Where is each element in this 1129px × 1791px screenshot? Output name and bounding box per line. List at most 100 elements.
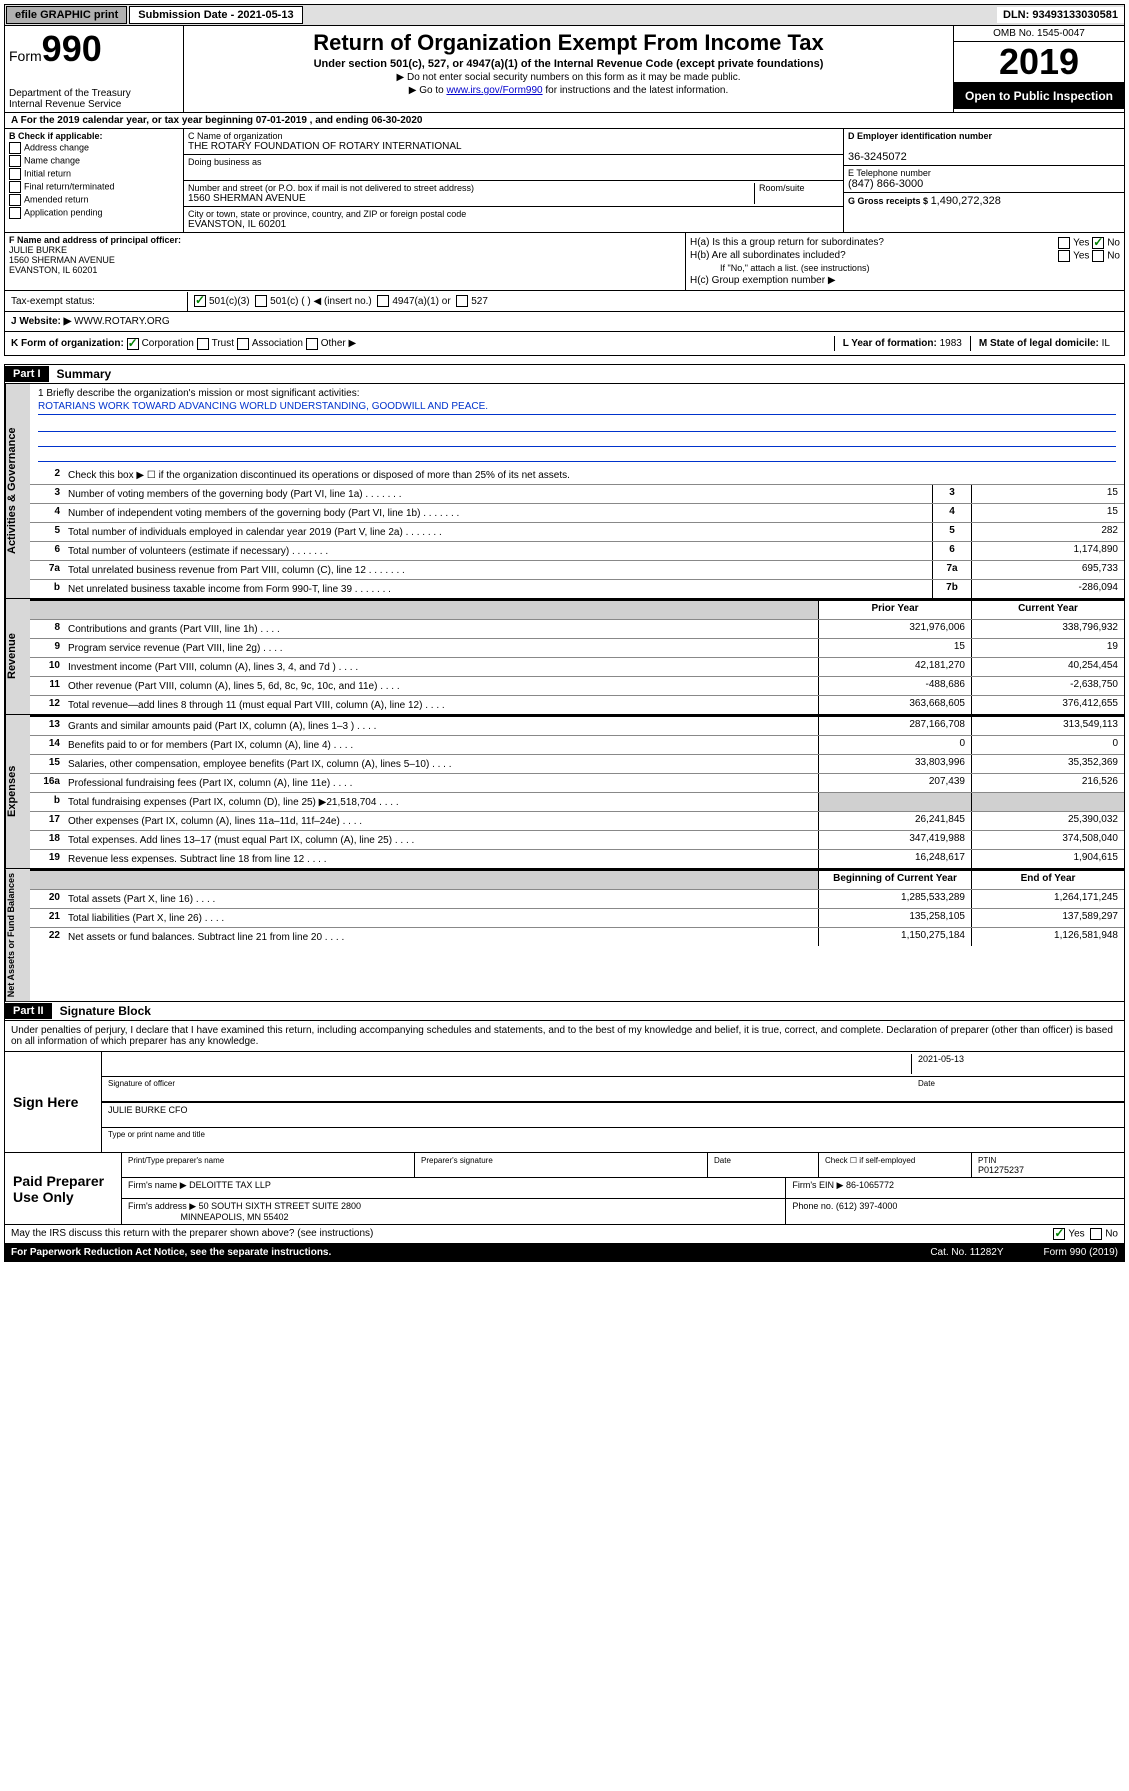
instructions-link[interactable]: www.irs.gov/Form990: [446, 85, 542, 96]
net-assets-section: Net Assets or Fund Balances Beginning of…: [4, 869, 1125, 1002]
summary-line: 7aTotal unrelated business revenue from …: [30, 561, 1124, 580]
ptin: P01275237: [978, 1165, 1024, 1175]
firm-name: DELOITTE TAX LLP: [189, 1180, 271, 1190]
financial-line: 17Other expenses (Part IX, column (A), l…: [30, 812, 1124, 831]
financial-line: 13Grants and similar amounts paid (Part …: [30, 715, 1124, 736]
501c3-checkbox[interactable]: [194, 295, 206, 307]
governance-tab: Activities & Governance: [5, 384, 30, 598]
name-change-checkbox[interactable]: [9, 155, 21, 167]
section-h: H(a) Is this a group return for subordin…: [686, 233, 1124, 290]
governance-section: Activities & Governance 1 Briefly descri…: [4, 384, 1125, 599]
financial-line: 15Salaries, other compensation, employee…: [30, 755, 1124, 774]
discuss-yes-checkbox[interactable]: [1053, 1228, 1065, 1240]
527-checkbox[interactable]: [456, 295, 468, 307]
ha-yes-checkbox[interactable]: [1058, 237, 1070, 249]
form-number: Form990: [9, 28, 179, 70]
omb-number: OMB No. 1545-0047: [954, 26, 1124, 42]
tax-period: A For the 2019 calendar year, or tax yea…: [4, 113, 1125, 129]
firm-ein: 86-1065772: [846, 1180, 894, 1190]
state-domicile: IL: [1102, 338, 1110, 349]
website-row: J Website: ▶ WWW.ROTARY.ORG: [4, 312, 1125, 332]
financial-line: 14Benefits paid to or for members (Part …: [30, 736, 1124, 755]
other-checkbox[interactable]: [306, 338, 318, 350]
open-public-badge: Open to Public Inspection: [954, 83, 1124, 109]
application-pending-checkbox[interactable]: [9, 207, 21, 219]
financial-line: 18Total expenses. Add lines 13–17 (must …: [30, 831, 1124, 850]
revenue-section: Revenue Prior Year Current Year 8Contrib…: [4, 599, 1125, 715]
year-formation: 1983: [940, 338, 962, 349]
sig-date: 2021-05-13: [911, 1054, 1118, 1074]
street-address: 1560 SHERMAN AVENUE: [188, 193, 754, 204]
financial-line: 12Total revenue—add lines 8 through 11 (…: [30, 696, 1124, 714]
summary-line: 5Total number of individuals employed in…: [30, 523, 1124, 542]
revenue-tab: Revenue: [5, 599, 30, 714]
501c-checkbox[interactable]: [255, 295, 267, 307]
financial-line: 11Other revenue (Part VIII, column (A), …: [30, 677, 1124, 696]
initial-return-checkbox[interactable]: [9, 168, 21, 180]
address-change-checkbox[interactable]: [9, 142, 21, 154]
section-b: B Check if applicable: Address change Na…: [5, 129, 184, 232]
section-d: D Employer identification number 36-3245…: [844, 129, 1124, 232]
expenses-section: Expenses 13Grants and similar amounts pa…: [4, 715, 1125, 869]
instructions-line: ▶ Go to www.irs.gov/Form990 for instruct…: [190, 85, 947, 96]
4947-checkbox[interactable]: [377, 295, 389, 307]
form-title: Return of Organization Exempt From Incom…: [190, 30, 947, 56]
ha-no-checkbox[interactable]: [1092, 237, 1104, 249]
summary-line: 6Total number of volunteers (estimate if…: [30, 542, 1124, 561]
officer-group-block: F Name and address of principal officer:…: [4, 233, 1125, 291]
telephone: (847) 866-3000: [848, 178, 1120, 190]
identity-block: B Check if applicable: Address change Na…: [4, 129, 1125, 233]
form-subtitle: Under section 501(c), 527, or 4947(a)(1)…: [190, 58, 947, 70]
paid-preparer-label: Paid Preparer Use Only: [5, 1153, 121, 1224]
hb-yes-checkbox[interactable]: [1058, 250, 1070, 262]
tax-exempt-status: Tax-exempt status: 501(c)(3) 501(c) ( ) …: [4, 291, 1125, 312]
financial-line: 10Investment income (Part VIII, column (…: [30, 658, 1124, 677]
net-assets-tab: Net Assets or Fund Balances: [5, 869, 30, 1001]
firm-address: 50 SOUTH SIXTH STREET SUITE 2800: [199, 1201, 361, 1211]
org-name: THE ROTARY FOUNDATION OF ROTARY INTERNAT…: [188, 141, 839, 152]
firm-phone: (612) 397-4000: [836, 1201, 898, 1211]
ein: 36-3245072: [848, 151, 907, 163]
mission-statement: ROTARIANS WORK TOWARD ADVANCING WORLD UN…: [38, 399, 1116, 415]
footer: For Paperwork Reduction Act Notice, see …: [4, 1244, 1125, 1262]
financial-line: bTotal fundraising expenses (Part IX, co…: [30, 793, 1124, 812]
submission-date: Submission Date - 2021-05-13: [129, 6, 302, 24]
financial-line: 9Program service revenue (Part VIII, lin…: [30, 639, 1124, 658]
hb-no-checkbox[interactable]: [1092, 250, 1104, 262]
signature-block: Under penalties of perjury, I declare th…: [4, 1021, 1125, 1225]
financial-line: 8Contributions and grants (Part VIII, li…: [30, 620, 1124, 639]
sign-here-label: Sign Here: [5, 1052, 101, 1152]
efile-button[interactable]: efile GRAPHIC print: [6, 6, 127, 24]
expenses-tab: Expenses: [5, 715, 30, 868]
summary-line: 4Number of independent voting members of…: [30, 504, 1124, 523]
website-url: WWW.ROTARY.ORG: [74, 316, 170, 327]
form-header: Form990 Department of the Treasury Inter…: [4, 26, 1125, 113]
financial-line: 22Net assets or fund balances. Subtract …: [30, 928, 1124, 946]
financial-line: 19Revenue less expenses. Subtract line 1…: [30, 850, 1124, 868]
top-bar: efile GRAPHIC print Submission Date - 20…: [4, 4, 1125, 26]
financial-line: 16aProfessional fundraising fees (Part I…: [30, 774, 1124, 793]
amended-return-checkbox[interactable]: [9, 194, 21, 206]
trust-checkbox[interactable]: [197, 338, 209, 350]
warning-line: ▶ Do not enter social security numbers o…: [190, 72, 947, 83]
financial-line: 21Total liabilities (Part X, line 26) . …: [30, 909, 1124, 928]
association-checkbox[interactable]: [237, 338, 249, 350]
city-state-zip: EVANSTON, IL 60201: [188, 219, 839, 230]
officer-signature-name: JULIE BURKE CFO: [108, 1105, 188, 1115]
section-c: C Name of organization THE ROTARY FOUNDA…: [184, 129, 844, 232]
gross-receipts: 1,490,272,328: [931, 195, 1001, 207]
summary-line: 3Number of voting members of the governi…: [30, 485, 1124, 504]
financial-line: 20Total assets (Part X, line 16) . . . .…: [30, 890, 1124, 909]
corporation-checkbox[interactable]: [127, 338, 139, 350]
discuss-row: May the IRS discuss this return with the…: [4, 1225, 1125, 1244]
summary-line: bNet unrelated business taxable income f…: [30, 580, 1124, 598]
form-of-organization: K Form of organization: Corporation Trus…: [4, 332, 1125, 356]
part-ii-header: Part II Signature Block: [4, 1002, 1125, 1021]
discuss-no-checkbox[interactable]: [1090, 1228, 1102, 1240]
tax-year: 2019: [954, 42, 1124, 83]
dln: DLN: 93493133030581: [997, 7, 1124, 23]
part-i-header: Part I Summary: [4, 364, 1125, 384]
final-return-checkbox[interactable]: [9, 181, 21, 193]
section-f: F Name and address of principal officer:…: [5, 233, 686, 290]
officer-name: JULIE BURKE: [9, 245, 67, 255]
